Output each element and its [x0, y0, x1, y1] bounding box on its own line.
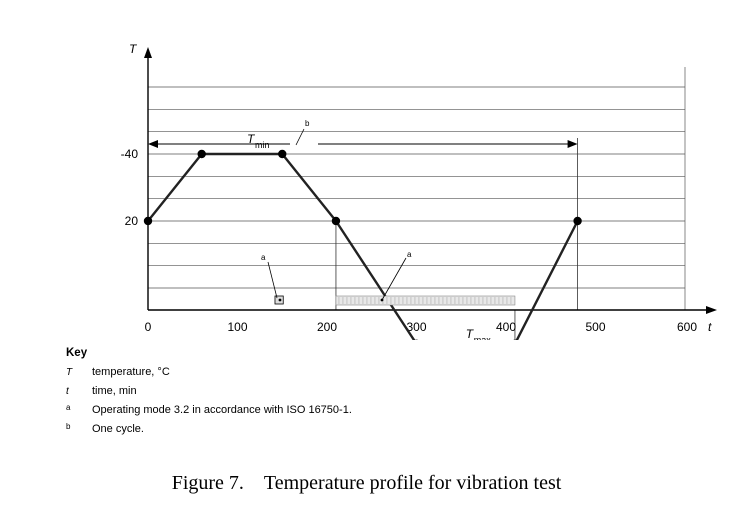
data-point: [278, 149, 287, 159]
key-text: One cycle.: [92, 423, 144, 435]
key-text: time, min: [92, 385, 137, 397]
key-item: b One cycle.: [66, 420, 352, 439]
key-item: a Operating mode 3.2 in accordance with …: [66, 401, 352, 420]
point-label: T: [247, 132, 256, 146]
grid-lines: [148, 67, 686, 310]
x-tick-label: 500: [585, 320, 605, 334]
mode-leader-line: [267, 261, 278, 299]
y-tick-label: -40: [121, 147, 139, 161]
mode-dot: [278, 298, 282, 302]
mode-label: a: [407, 250, 412, 259]
mode-leader-line: [381, 257, 407, 301]
key-legend: Key T temperature, °C t time, min a Oper…: [66, 344, 352, 439]
point-label-subscript: max: [474, 335, 492, 340]
y-axis-arrow: [144, 47, 152, 58]
x-tick-label: 300: [406, 320, 426, 334]
data-point: [143, 216, 153, 226]
x-tick-label: 0: [145, 320, 152, 334]
figure-caption-text: Temperature profile for vibration test: [263, 472, 562, 494]
key-item: T temperature, °C: [66, 363, 352, 382]
cycle-arrow-head-right: [567, 140, 578, 148]
cycle-label: b: [305, 119, 310, 128]
key-symbol: b: [66, 422, 71, 431]
x-tick-label: 200: [317, 320, 337, 334]
key-text: temperature, °C: [92, 366, 170, 378]
data-point: [331, 216, 341, 226]
axes: Tt: [129, 42, 717, 334]
series-line: [143, 149, 582, 340]
cycle-leader-line: [295, 128, 305, 146]
mode-label: a: [261, 253, 266, 262]
key-symbol: T: [66, 367, 73, 378]
x-tick-labels: 0 100 200 300 400 500 600: [145, 320, 698, 334]
data-point: [573, 216, 582, 226]
x-axis-label: t: [708, 320, 712, 334]
key-item: t time, min: [66, 382, 352, 401]
x-tick-label: 600: [677, 320, 697, 334]
key-symbol: t: [66, 386, 69, 397]
x-tick-label: 100: [227, 320, 247, 334]
y-tick-label: 20: [125, 214, 139, 228]
key-title: Key: [66, 347, 88, 359]
y-tick-labels: 20 -40: [121, 147, 139, 228]
x-axis-arrow: [706, 306, 717, 314]
figure-number: Figure 7.: [171, 472, 244, 494]
y-axis-label: T: [129, 42, 138, 56]
cycle-arrow-head-left: [148, 140, 158, 148]
mode-band: [335, 295, 516, 306]
data-point: [197, 149, 206, 159]
figure-caption: Figure 7. Temperature profile for vibrati…: [0, 472, 733, 495]
key-text: Operating mode 3.2 in accordance with IS…: [92, 404, 352, 416]
point-label-subscript: min: [255, 140, 270, 150]
point-label: T: [466, 327, 475, 340]
temperature-series-line: [147, 152, 579, 340]
x-tick-label: 400: [496, 320, 516, 334]
key-symbol: a: [66, 403, 71, 412]
